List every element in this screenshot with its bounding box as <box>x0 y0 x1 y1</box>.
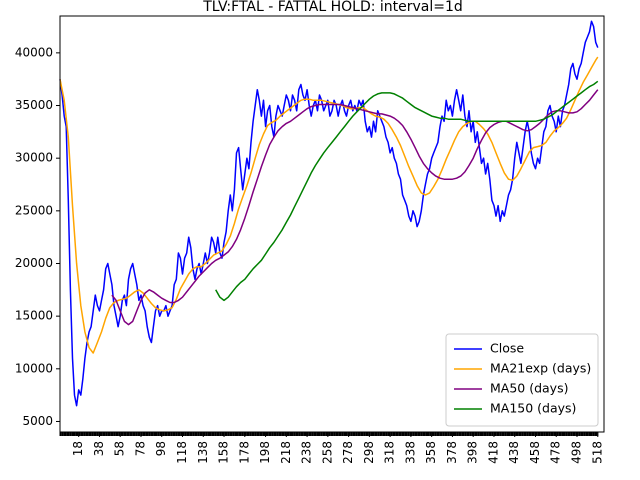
x-tick-label: 218 <box>279 441 293 464</box>
y-tick-label: 10000 <box>15 361 53 375</box>
x-tick-label: 358 <box>424 441 438 464</box>
x-tick-label: 458 <box>528 441 542 464</box>
y-tick-label: 15000 <box>15 309 53 323</box>
x-tick-label: 18 <box>71 441 85 456</box>
x-tick-label: 78 <box>134 441 148 456</box>
chart-title: TLV:FTAL - FATTAL HOLD: interval=1d <box>202 0 463 15</box>
legend-box <box>445 333 599 427</box>
x-tick-label: 518 <box>590 441 604 464</box>
x-tick-label: 398 <box>466 441 480 464</box>
x-tick-label: 98 <box>154 441 168 456</box>
x-tick-label: 158 <box>217 441 231 464</box>
y-tick-label: 25000 <box>15 203 53 217</box>
x-minor-ticks <box>59 432 599 436</box>
x-tick-label: 478 <box>549 441 563 464</box>
x-tick-label: 178 <box>237 441 251 464</box>
x-tick-label: 318 <box>383 441 397 464</box>
x-tick-label: 378 <box>445 441 459 464</box>
series-line-1 <box>59 20 599 407</box>
y-tick-label: 5000 <box>22 414 53 428</box>
x-tick-label: 58 <box>113 441 127 456</box>
y-tick-label: 30000 <box>15 151 53 165</box>
x-tick-label: 498 <box>570 441 584 464</box>
x-tick-label: 258 <box>320 441 334 464</box>
legend-label: MA50 (days) <box>490 381 568 396</box>
series-line-4 <box>215 80 599 302</box>
x-tick-label: 278 <box>341 441 355 464</box>
series-line-3 <box>111 89 599 326</box>
y-tick-label: 40000 <box>15 45 53 59</box>
x-axis: 18 38 58 78 98 118 138 158 178 198 218 238 258 278 298… <box>59 432 604 464</box>
legend-label: MA150 (days) <box>490 401 576 416</box>
legend-label: MA21exp (days) <box>490 361 591 376</box>
y-axis: 5000 10000 15000 20000 25000 30000 35000 40000 <box>15 45 60 428</box>
series-line-2 <box>59 56 599 354</box>
y-tick-label: 35000 <box>15 98 53 112</box>
legend: Close MA21exp (days) MA50 (days) MA150 (day… <box>445 333 599 427</box>
x-tick-label: 438 <box>507 441 521 464</box>
x-tick-label: 138 <box>196 441 210 464</box>
y-tick-label: 20000 <box>15 256 53 270</box>
x-tick-label: 198 <box>258 441 272 464</box>
x-tick-label: 418 <box>487 441 501 464</box>
x-tick-label: 298 <box>362 441 376 464</box>
legend-label: Close <box>490 341 524 356</box>
x-tick-label: 118 <box>175 441 189 464</box>
x-tick-label: 38 <box>92 441 106 456</box>
x-tick-label: 338 <box>403 441 417 464</box>
x-tick-label: 238 <box>300 441 314 464</box>
